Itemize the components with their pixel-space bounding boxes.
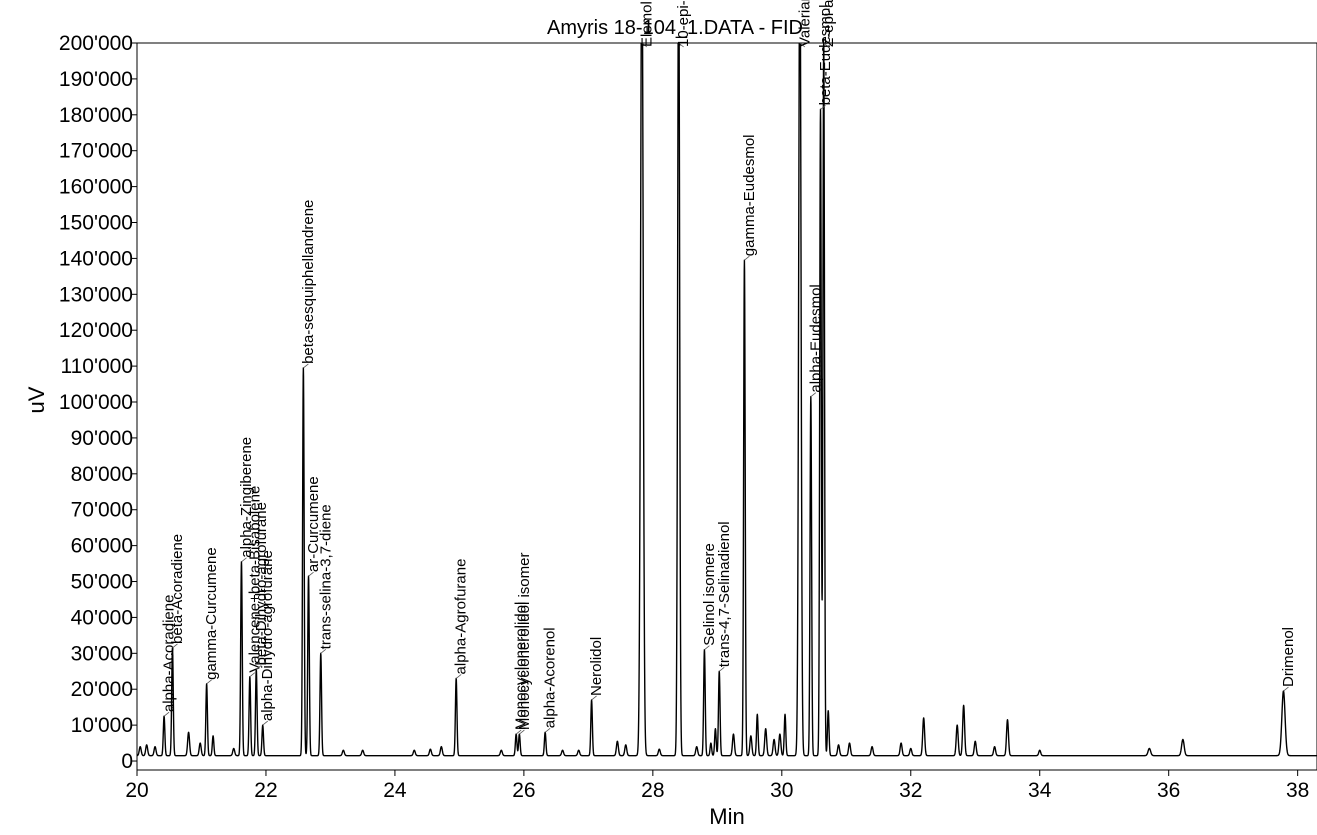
peak-label-leader — [810, 392, 817, 397]
y-tick-label: 190'000 — [59, 68, 133, 91]
peak-label-leader — [719, 666, 725, 672]
peak-label: Drimenol — [1280, 627, 1297, 687]
peak-label: Monocyclonerolidol — [513, 602, 530, 730]
plot-area-frame — [136, 42, 1317, 771]
peak-label: beta-Dihydro-agrofurane — [253, 502, 270, 665]
x-tick-label: 32 — [899, 779, 922, 802]
peak-label: Elemol — [638, 1, 655, 47]
peak-label: gamma-Curcumene — [203, 547, 220, 680]
peak-label-leader — [256, 665, 262, 670]
y-tick-label: 60'000 — [71, 535, 133, 558]
peak-label: beta-sesquiphellandrene — [300, 200, 317, 364]
chromatogram-trace — [137, 43, 1317, 757]
peak-label: Selinol isomere — [701, 543, 718, 646]
peak-label-leader — [455, 674, 462, 679]
y-tick-label: 40'000 — [71, 606, 133, 629]
y-tick-label: 90'000 — [71, 427, 133, 450]
peak-label-leader — [799, 42, 806, 48]
peak-label: alpha-Eudesmol — [807, 284, 824, 392]
y-tick-label: 110'000 — [60, 355, 133, 378]
peak-label-leader — [308, 571, 314, 577]
peak-label-leader — [744, 255, 750, 261]
peak-label-leader — [820, 105, 826, 110]
peak-label-leader — [641, 42, 648, 48]
peak-label: alpha-Acorenol — [542, 627, 559, 728]
peak-label-leader — [823, 42, 829, 48]
y-tick-label: 160'000 — [59, 176, 133, 199]
x-tick-label: 34 — [1028, 779, 1052, 802]
x-axis-label: Min — [709, 804, 744, 829]
peak-label: beta-Eudesmol — [817, 5, 834, 106]
y-axis-label: uV — [24, 386, 49, 413]
peak-label: trans-selina-3,7-diene — [317, 504, 334, 649]
y-tick-label: 50'000 — [71, 571, 133, 594]
chart-title: Amyris 18-104_1.DATA - FID — [547, 17, 803, 39]
peak-label: Valerianol — [796, 0, 813, 47]
peak-label-leader — [519, 729, 525, 735]
peak-label: alpha-Dihydro-agrofurane — [259, 550, 276, 721]
y-tick-label: 200'000 — [59, 32, 133, 55]
y-tick-label: 10'000 — [71, 714, 133, 737]
y-tick-label: 0 — [121, 750, 133, 773]
y-tick-label: 20'000 — [71, 678, 133, 701]
peak-label: Valencene+beta-Bisabolene — [246, 486, 263, 673]
peak-label-leader — [591, 695, 597, 701]
peak-label-leader — [704, 645, 710, 651]
peak-label: Monocyclonerolidol isomer — [516, 553, 533, 731]
peak-label: beta-Acoradiene — [169, 534, 186, 644]
y-axis-ticks: 0 10'000 20'000 30'000 40'000 50'000 60'000 70'… — [59, 32, 137, 773]
x-tick-label: 38 — [1286, 779, 1309, 802]
peak-label: alpha-Agrofurane — [453, 559, 470, 675]
x-axis-ticks: 20 22 24 26 28 30 32 34 36 38 — [125, 770, 1309, 802]
y-tick-label: 100'000 — [59, 391, 133, 414]
y-tick-label: 30'000 — [71, 642, 133, 665]
peak-label-leader — [241, 557, 247, 563]
x-tick-label: 28 — [641, 779, 664, 802]
peak-label-leader — [172, 643, 178, 649]
x-tick-label: 20 — [125, 779, 148, 802]
x-tick-label: 30 — [770, 779, 793, 802]
x-tick-label: 22 — [254, 779, 277, 802]
peak-label-leader — [320, 649, 327, 654]
peak-label: Nerolidol — [588, 637, 605, 696]
peak-label-leader — [206, 679, 212, 685]
peak-label: alpha-Zingiberene — [238, 437, 255, 558]
y-tick-label: 70'000 — [71, 499, 133, 522]
y-tick-label: 150'000 — [59, 212, 133, 235]
peak-label: 10-epi-gamma-Eudesmol — [675, 0, 692, 47]
x-tick-label: 26 — [512, 779, 535, 802]
y-tick-label: 180'000 — [59, 104, 133, 127]
peak-label: ar-Curcumene — [305, 476, 322, 572]
y-tick-label: 120'000 — [59, 319, 133, 342]
peak-label-leader — [1283, 686, 1289, 692]
peak-label-leader — [303, 363, 309, 369]
peak-label: alpha-Acoradiene — [161, 595, 178, 713]
y-tick-label: 140'000 — [59, 247, 133, 270]
x-tick-label: 24 — [383, 779, 407, 802]
y-tick-label: 170'000 — [59, 140, 133, 163]
peak-label: Z-epi-alpha-Eudesmol — [820, 0, 837, 47]
peak-label-leader — [249, 672, 256, 677]
peak-label-leader — [678, 42, 684, 48]
y-tick-label: 80'000 — [71, 463, 133, 486]
y-tick-label: 130'000 — [59, 283, 133, 306]
peak-label-leader — [544, 727, 551, 733]
peak-label: gamma-Eudesmol — [741, 134, 758, 256]
peak-label-leader — [262, 720, 268, 726]
x-tick-label: 36 — [1157, 779, 1180, 802]
peak-label-leader — [515, 729, 522, 735]
peak-label-leader — [163, 711, 170, 717]
peak-label: trans-4,7-Selinadienol — [716, 521, 733, 667]
